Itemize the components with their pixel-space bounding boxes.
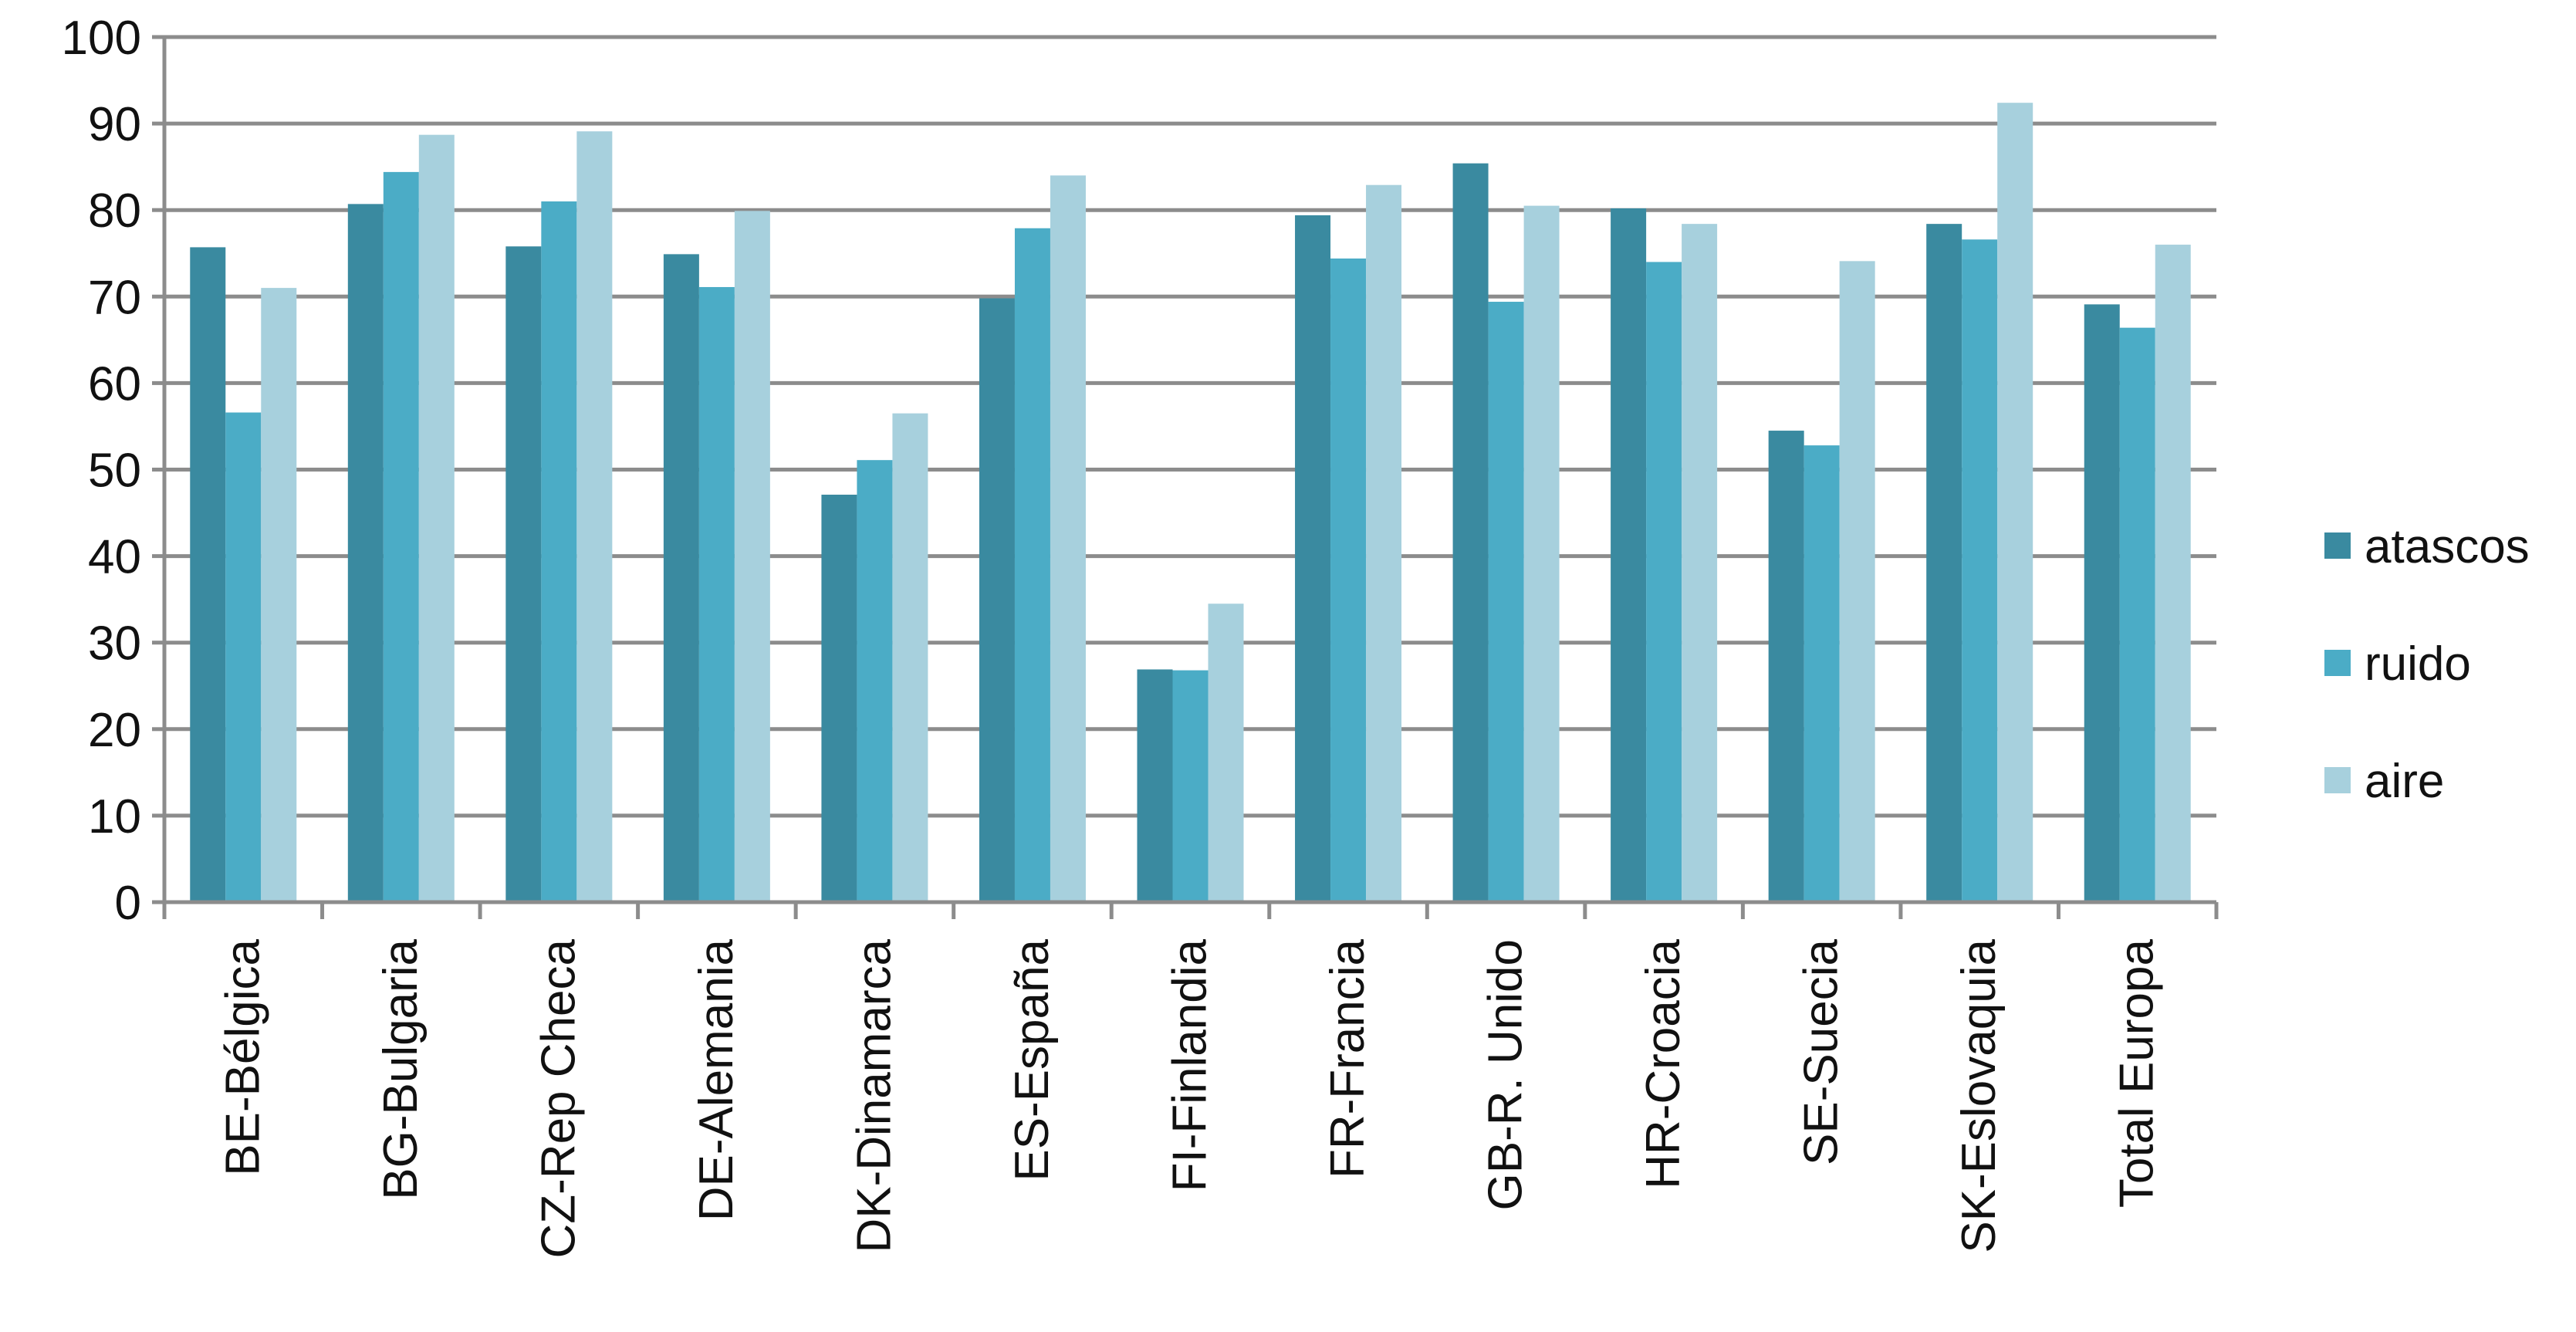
x-tick-label: HR-Croacia — [1637, 938, 1690, 1188]
bar-ruido-3 — [541, 201, 577, 902]
bar-ruido-5 — [857, 460, 893, 902]
bar-aire-2 — [418, 134, 455, 903]
y-tick-label: 90 — [88, 98, 141, 151]
bar-ruido-6 — [1014, 228, 1050, 903]
x-tick-label: SE-Suecia — [1795, 938, 1848, 1165]
bar-aire-11 — [1839, 261, 1875, 902]
y-tick-label: 80 — [88, 184, 141, 238]
y-tick-label: 60 — [88, 357, 141, 411]
bar-ruido-1 — [225, 412, 262, 902]
bar-aire-4 — [734, 211, 770, 902]
y-axis-ticks: 0 10 20 30 40 50 60 70 80 90 100 — [62, 12, 141, 930]
axes — [152, 35, 2219, 919]
y-tick-label: 30 — [88, 617, 141, 671]
legend-swatch-aire — [2324, 767, 2351, 793]
bar-aire-3 — [576, 131, 613, 903]
bar-atascos-6 — [979, 298, 1015, 902]
bar-ruido-7 — [1172, 670, 1209, 902]
bar-aire-12 — [1997, 103, 2033, 902]
bar-ruido-2 — [383, 171, 419, 903]
bar-ruido-10 — [1646, 262, 1682, 903]
legend-label-ruido: ruido — [2365, 637, 2471, 691]
bar-atascos-4 — [663, 254, 699, 903]
x-tick-label: BG-Bulgaria — [374, 938, 428, 1199]
bar-aire-5 — [892, 413, 928, 902]
bar-aire-8 — [1366, 184, 1402, 903]
bar-ruido-8 — [1330, 258, 1367, 902]
bar-ruido-4 — [698, 286, 735, 902]
y-tick-label: 0 — [115, 877, 141, 930]
y-tick-label: 70 — [88, 271, 141, 324]
bar-ruido-9 — [1488, 302, 1524, 902]
bar-aire-13 — [2155, 245, 2191, 902]
y-tick-label: 50 — [88, 445, 141, 498]
bar-ruido-13 — [2119, 327, 2155, 902]
bar-aire-9 — [1523, 205, 1560, 903]
x-tick-label: DK-Dinamarca — [847, 938, 901, 1253]
x-tick-label: BE-Bélgica — [216, 938, 269, 1175]
y-tick-label: 20 — [88, 704, 141, 757]
bar-atascos-9 — [1452, 163, 1489, 902]
legend-swatch-atascos — [2324, 532, 2351, 559]
bar-aire-10 — [1682, 224, 1718, 902]
bar-ruido-11 — [1804, 445, 1840, 902]
x-tick-label: Total Europa — [2111, 938, 2164, 1208]
legend-label-aire: aire — [2365, 755, 2444, 808]
x-tick-label: DE-Alemania — [690, 938, 743, 1221]
bar-atascos-7 — [1137, 669, 1173, 902]
bar-atascos-8 — [1295, 215, 1331, 902]
bar-atascos-11 — [1768, 431, 1804, 902]
legend-swatch-ruido — [2324, 650, 2351, 676]
bar-atascos-12 — [1926, 224, 1962, 902]
bar-atascos-13 — [2084, 304, 2120, 902]
x-tick-label: FR-Francia — [1321, 938, 1374, 1178]
y-tick-label: 100 — [62, 12, 141, 65]
legend: atascos ruido aire — [2324, 520, 2530, 808]
bar-atascos-1 — [190, 247, 226, 902]
bar-atascos-10 — [1611, 208, 1647, 902]
bar-atascos-3 — [505, 246, 542, 903]
x-tick-label: CZ-Rep Checa — [532, 938, 585, 1258]
y-tick-label: 10 — [88, 790, 141, 843]
bar-aire-1 — [261, 288, 297, 903]
x-tick-label: SK-Eslovaquia — [1952, 938, 2006, 1253]
bars — [190, 103, 2191, 903]
bar-aire-6 — [1050, 175, 1086, 903]
x-tick-label: ES-España — [1006, 938, 1059, 1181]
bar-atascos-2 — [347, 204, 384, 902]
x-tick-label: GB-R. Unido — [1479, 939, 1533, 1210]
bar-aire-7 — [1208, 603, 1244, 902]
bar-atascos-5 — [821, 495, 857, 902]
bar-ruido-12 — [1962, 239, 1998, 903]
legend-label-atascos: atascos — [2365, 520, 2530, 573]
x-tick-label: FI-Finlandia — [1164, 938, 1217, 1192]
y-tick-label: 40 — [88, 531, 141, 584]
x-axis-ticks: BE-Bélgica BG-Bulgaria CZ-Rep Checa DE-Alem… — [216, 938, 2163, 1258]
